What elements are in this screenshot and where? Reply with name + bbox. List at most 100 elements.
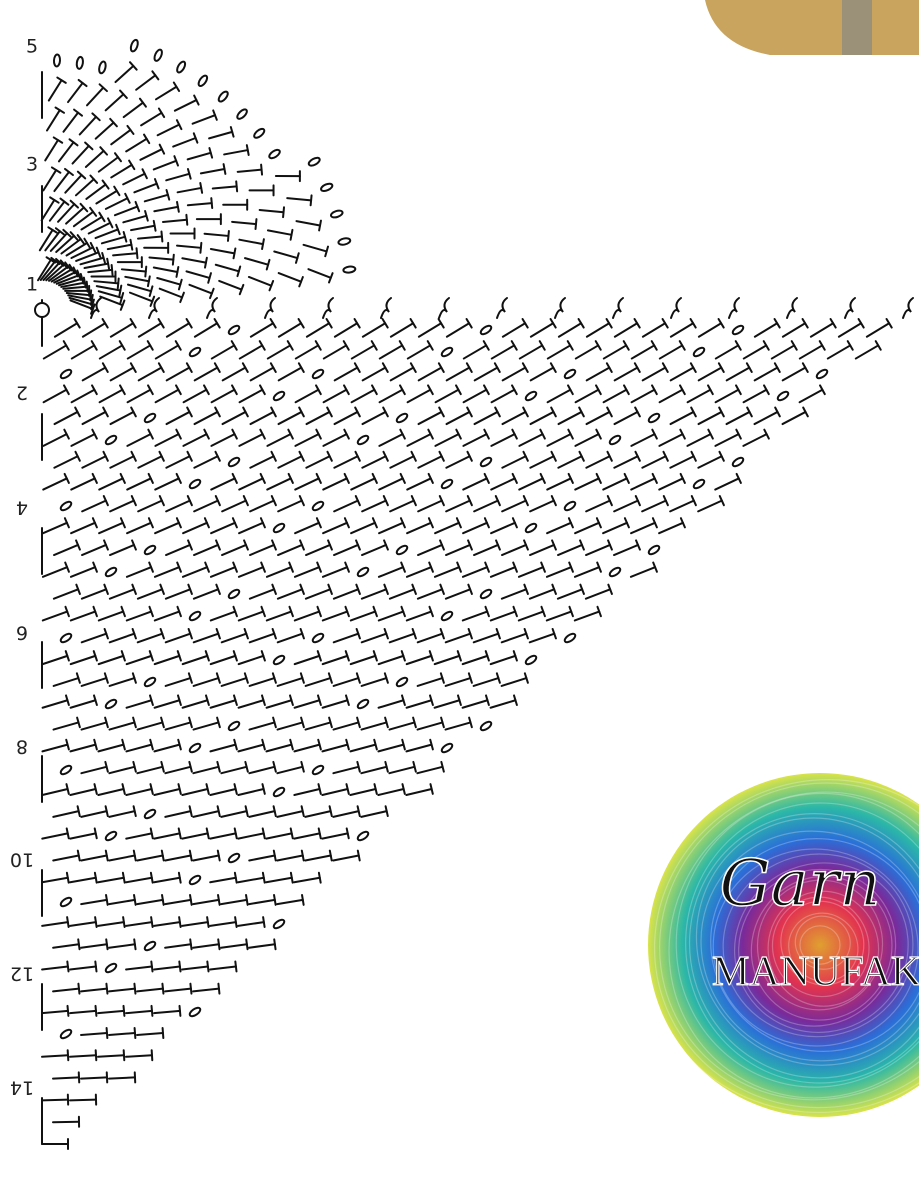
stitch-bar (93, 827, 98, 840)
stitch-bar (130, 495, 137, 507)
chain (776, 390, 790, 402)
stitch (210, 521, 236, 535)
stitch (406, 477, 432, 491)
stitch-bar (353, 362, 361, 373)
stitch-bar (272, 849, 277, 862)
stitch (39, 259, 57, 281)
stitch (223, 149, 249, 156)
stitch-bar (328, 805, 333, 818)
stitch-bar (214, 495, 221, 507)
stitch (501, 366, 527, 382)
stitch (70, 477, 96, 491)
stitch (57, 141, 75, 163)
stitch (53, 543, 79, 557)
stitch (69, 566, 97, 578)
stitch-bar (231, 428, 238, 440)
stitch (248, 810, 276, 818)
stitch (238, 433, 264, 447)
stitch (192, 987, 220, 993)
stitch (164, 987, 192, 993)
stitch (602, 521, 628, 535)
stitch (80, 987, 108, 993)
yarn-thread (700, 830, 919, 1062)
stitch (781, 322, 807, 338)
stitch (529, 455, 555, 469)
stitch (80, 765, 108, 775)
stitch (137, 322, 163, 338)
chain-space (322, 297, 334, 319)
stitch-bar (69, 231, 79, 241)
stitch (416, 765, 444, 775)
stitch-bar (214, 406, 221, 418)
stitch-bar (343, 428, 350, 440)
stitch-bar (178, 916, 182, 929)
stitch (349, 787, 377, 797)
stitch-bar (234, 960, 238, 973)
stitch (332, 588, 360, 600)
stitch-bar (179, 291, 185, 304)
row-number: 10 (10, 849, 34, 871)
stitch-bar (188, 805, 193, 818)
stitch (80, 943, 108, 949)
stitch (557, 322, 583, 338)
stitch (69, 1098, 97, 1102)
stitch-bar (50, 166, 62, 174)
stitch-bar (493, 362, 501, 373)
stitch (361, 455, 387, 469)
stitch-bar (113, 185, 121, 197)
stitch (125, 876, 153, 884)
stitch (108, 810, 136, 818)
stitch (388, 632, 416, 644)
stitch (377, 787, 405, 797)
stitch-bar (567, 517, 574, 529)
stitch (529, 543, 555, 557)
stitch (546, 521, 572, 535)
stitch (97, 1054, 125, 1058)
stitch-bar (148, 694, 154, 707)
chain (563, 500, 577, 512)
stitch (277, 499, 303, 513)
wood-band (842, 0, 872, 55)
stitch (725, 410, 751, 426)
stitch (98, 388, 124, 404)
chain (647, 412, 661, 424)
stitch-bar (315, 472, 322, 484)
stitch-bar (690, 495, 697, 507)
stitch-bar (595, 517, 602, 529)
stitch (114, 64, 135, 84)
stitch-bar (662, 495, 669, 507)
stitch-bar (282, 206, 286, 219)
stitch-bar (105, 938, 109, 951)
chain (311, 764, 325, 776)
stitch-bar (66, 916, 70, 929)
stitch-bar (65, 871, 70, 884)
stitch (122, 101, 144, 119)
stitch (293, 699, 321, 709)
stitch-bar (373, 783, 378, 795)
stitch-bar (735, 472, 742, 484)
stitch-bar (438, 406, 445, 418)
stitch-bar (260, 605, 266, 618)
stitch-bar (484, 694, 490, 707)
stitch-bar (846, 340, 854, 351)
stitch (209, 699, 237, 709)
stitch-bar (316, 650, 322, 662)
stitch-bar (177, 738, 182, 751)
stitch (104, 93, 125, 112)
stitch-bar (661, 317, 669, 329)
stitch-bar (84, 141, 94, 151)
stitch (98, 344, 124, 360)
stitch (137, 499, 163, 513)
wood-decoration (705, 0, 919, 55)
stitch-bar (549, 317, 557, 329)
stitch (122, 214, 148, 224)
stitch (192, 765, 220, 775)
stitch-bar (76, 716, 81, 729)
stitch-bar (159, 627, 165, 640)
stitch-bar (147, 472, 154, 484)
stitch (293, 787, 321, 797)
stitch (135, 74, 157, 91)
chain (356, 434, 370, 446)
stitch-bar (121, 871, 126, 884)
stitch (518, 344, 544, 360)
